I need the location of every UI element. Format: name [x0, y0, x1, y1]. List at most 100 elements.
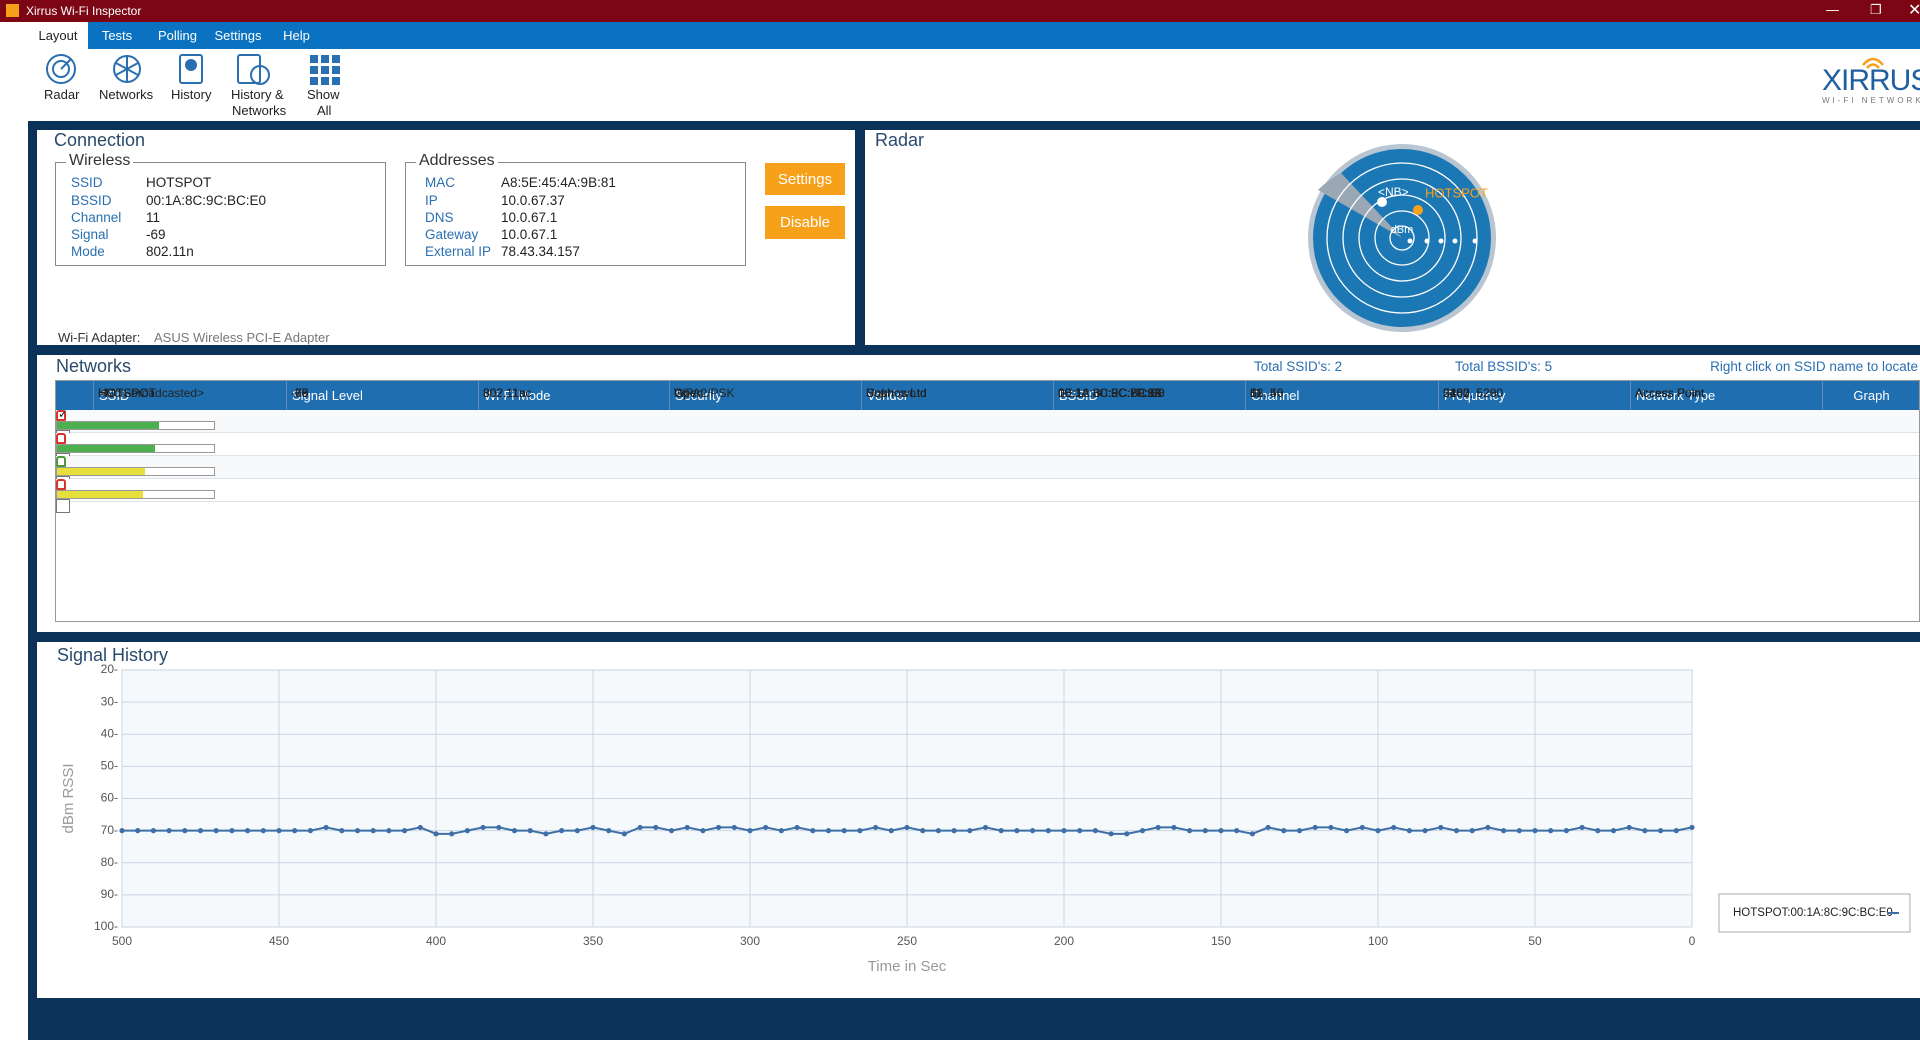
cell-ssid: HOTSPOT — [98, 385, 157, 400]
series-point — [150, 828, 156, 834]
cell-vendor: Sophos Ltd — [866, 385, 927, 400]
series-point — [763, 824, 769, 831]
minimize[interactable]: — — [1826, 2, 1839, 17]
header-cell[interactable]: Network Type — [1631, 381, 1823, 410]
field-label: IP — [425, 193, 438, 208]
x-tick-label: 150 — [1211, 934, 1231, 948]
cell-mode: 802.11n — [483, 385, 526, 400]
series-point — [637, 824, 643, 831]
table-header — [56, 381, 1919, 410]
header-cell[interactable]: Frequency — [1439, 381, 1631, 410]
history-panel: Signal History 20- 30- 40- 50- 60- 70- 80- 90- 1… — [37, 642, 1920, 998]
cell-frequency: 2462 — [1443, 385, 1470, 400]
cell-channel: 52, 56 — [1250, 385, 1284, 400]
series-point — [1171, 824, 1177, 831]
series-point — [935, 828, 942, 834]
header-cell[interactable]: Wi-Fi Mode — [479, 381, 670, 410]
series-point — [197, 828, 204, 834]
toolbar-label[interactable]: Networks — [232, 103, 287, 118]
cell-security: WPA2/PSK — [674, 385, 735, 400]
restore[interactable]: ❐ — [1870, 2, 1882, 17]
table-row[interactable]: HOTSPOT -70 802.11ac Open Sophos Ltd 00:1A:8C… — [56, 386, 1919, 467]
settings-button[interactable]: Settings — [765, 163, 845, 195]
lock-icon — [56, 479, 66, 490]
series-point — [825, 828, 832, 834]
series-point — [1532, 828, 1538, 834]
y-tick-label: 20- — [101, 662, 118, 676]
menu-item[interactable]: Settings — [214, 28, 262, 43]
header-cell[interactable]: Vendor — [862, 381, 1054, 410]
menu-item[interactable]: Tests — [101, 28, 133, 43]
series-point — [920, 828, 926, 834]
table-row[interactable]: HOTSPOT -76 802.11ac Open Sophos Ltd 00:1A:8C… — [56, 386, 1919, 513]
series-point — [402, 828, 408, 834]
series-point — [1563, 828, 1569, 834]
series-point — [559, 828, 565, 834]
series-point — [354, 828, 361, 834]
series-point — [1469, 828, 1475, 834]
cell-signal: -69 — [291, 385, 309, 400]
series-point — [449, 831, 455, 837]
header-cell[interactable]: Channel — [1246, 381, 1439, 410]
cell-mode: 802.11n — [483, 385, 526, 400]
header-cell[interactable]: BSSID — [1054, 381, 1246, 410]
graph-checkbox[interactable] — [56, 499, 70, 513]
x-tick-label: 50 — [1528, 934, 1542, 948]
field-value: HOTSPOT — [146, 175, 212, 190]
series-point — [731, 824, 737, 831]
cell-bssid: 00:1A:8C:9C:BC:E0 — [1058, 385, 1165, 400]
menu-item[interactable]: Help — [283, 28, 310, 43]
series-point — [480, 824, 486, 831]
header-cell[interactable]: Security — [670, 381, 862, 410]
series-point — [1610, 828, 1617, 834]
field-value: 10.0.67.37 — [501, 193, 565, 208]
field-value: 78.43.34.157 — [501, 244, 580, 259]
lock-icon — [56, 433, 66, 444]
field-label: External IP — [425, 244, 492, 259]
header-cell[interactable]: SSID — [94, 381, 287, 410]
series-point — [464, 828, 470, 834]
networks-panel: Networks Total SSID's: 2 Total BSSID's: … — [37, 355, 1920, 632]
group-title: Addresses — [416, 152, 498, 170]
toolbar — [28, 49, 1920, 121]
toolbar-label[interactable]: All — [317, 103, 332, 118]
series-point — [1061, 828, 1067, 834]
cell-signal: -76 — [291, 385, 309, 400]
series-point — [1626, 824, 1632, 831]
disable-button[interactable]: Disable — [765, 206, 845, 239]
series-point — [1422, 828, 1428, 834]
toolbar-label[interactable]: History — [171, 87, 212, 102]
series-point — [1501, 828, 1507, 834]
series-point — [1092, 828, 1098, 834]
series-point — [119, 828, 125, 834]
cell-mode: 802.11ac — [483, 385, 532, 400]
menu-item[interactable]: Layout — [28, 22, 88, 49]
cell-ssid: <Non-broadcasted> — [98, 385, 205, 400]
cell-mode: 802.11ac — [483, 385, 532, 400]
y-tick-label: 80- — [101, 855, 118, 869]
series-point — [245, 828, 251, 834]
cell-ssid: HOTSPOT — [98, 385, 157, 400]
table-row[interactable]: HOTSPOT -68 802.11n Open Sophos Ltd 00:1A:8C:… — [56, 386, 1919, 444]
series-point — [292, 828, 298, 834]
toolbar-label[interactable]: Networks — [99, 87, 154, 102]
wireless-group: Wireless — [55, 152, 386, 266]
hint: Right click on SSID name to locate — [1710, 359, 1918, 374]
series-point — [1595, 828, 1601, 834]
series-point — [260, 828, 266, 834]
radar-label: dBm — [1391, 224, 1414, 236]
table-row[interactable]: <Non-broadcasted> -75 802.11n WPA2/PSK Unkno… — [56, 386, 1919, 490]
header-cell[interactable]: Signal Level — [287, 381, 479, 410]
close[interactable]: ✕ — [1908, 2, 1920, 19]
header-cell[interactable]: Graph — [1823, 381, 1919, 410]
toolbar-label[interactable]: Radar — [44, 87, 80, 102]
toolbar-label[interactable]: History & — [231, 87, 284, 102]
series-point — [1328, 824, 1334, 831]
cell-network-type: Access Point — [1635, 385, 1705, 400]
radar-view: <NB> HOTSPOT dBm — [1308, 144, 1496, 332]
cell-signal: -75 — [291, 385, 309, 400]
toolbar-label[interactable]: Show — [307, 87, 340, 102]
field-label: Signal — [71, 227, 109, 242]
menu-item[interactable]: Polling — [157, 28, 198, 43]
cell-network-type: Access Point — [1635, 385, 1705, 400]
